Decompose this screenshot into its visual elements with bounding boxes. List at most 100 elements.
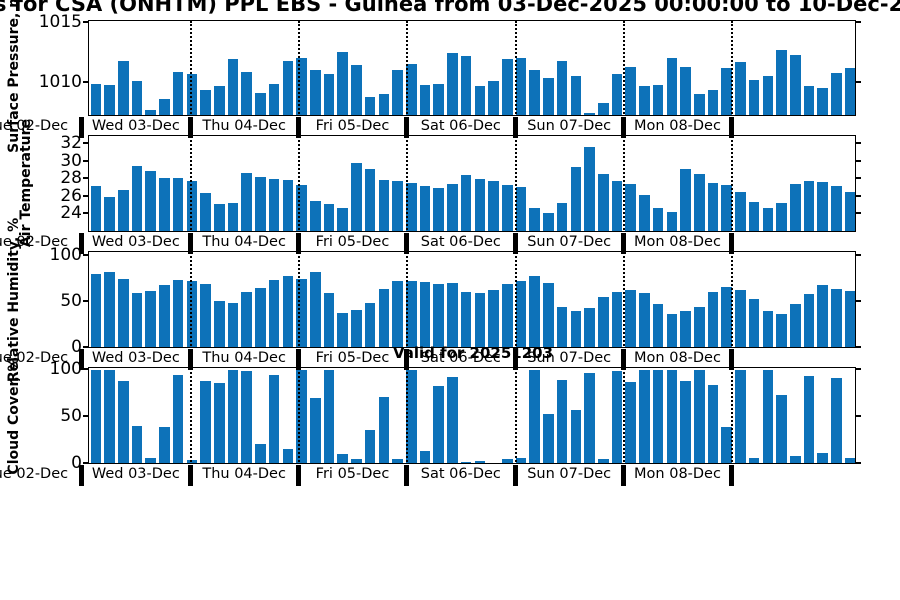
bar (584, 307, 595, 347)
valid-for-label: Valid for 20251203 (392, 344, 554, 362)
bar (515, 281, 527, 347)
day-separator-tick (187, 233, 193, 254)
bar (460, 462, 472, 463)
day-separator-tick (404, 117, 410, 138)
bar (145, 458, 157, 463)
bar (433, 284, 445, 347)
bar (131, 293, 143, 347)
y-tick-mark (856, 299, 861, 302)
x-tick-label: Tue 02-Dec (0, 466, 69, 482)
y-tick-mark (856, 80, 861, 83)
bar (392, 180, 403, 231)
bar (597, 174, 609, 231)
day-boundary-line (514, 21, 517, 114)
bar (323, 204, 335, 231)
y-tick-label: 50 (60, 405, 82, 426)
bar (241, 370, 253, 463)
bar (447, 53, 458, 115)
bar (447, 184, 458, 231)
y-tick-mark (856, 254, 861, 257)
bar (639, 369, 650, 463)
y-tick-mark (83, 345, 88, 348)
bar (433, 188, 445, 231)
bar (241, 172, 253, 231)
bar (419, 282, 431, 347)
bar (597, 296, 609, 347)
bar (762, 208, 774, 231)
bar (90, 83, 102, 115)
bar (680, 66, 691, 115)
bar (789, 54, 801, 115)
bar (584, 146, 595, 231)
day-boundary-line (514, 368, 517, 462)
y-tick-mark (83, 368, 88, 371)
bar (735, 369, 746, 463)
day-boundary-line (406, 252, 409, 346)
bar (584, 372, 595, 463)
bar (735, 191, 746, 231)
bar (227, 59, 239, 115)
y-tick-label: 24 (60, 203, 82, 224)
bar (844, 191, 856, 231)
bar (104, 197, 115, 231)
y-tick-mark (83, 80, 88, 83)
bar (625, 184, 637, 231)
day-separator-tick (404, 233, 410, 254)
bar (803, 294, 815, 347)
bar (104, 84, 115, 115)
day-separator-tick (295, 349, 301, 370)
x-tick-label: Fri 05-Dec (315, 118, 390, 134)
day-boundary-line (406, 21, 409, 114)
bar (282, 60, 294, 115)
bar (392, 459, 403, 463)
bar (282, 275, 294, 347)
y-tick-label: 30 (60, 150, 82, 171)
bar (433, 385, 445, 463)
bar (145, 110, 157, 115)
bar (844, 67, 856, 115)
bar (282, 179, 294, 231)
bar (529, 369, 541, 463)
bar (364, 430, 376, 463)
bar (131, 81, 143, 115)
bar (556, 306, 568, 347)
y-tick-mark (83, 159, 88, 162)
bar (378, 288, 390, 347)
bar (323, 73, 335, 115)
bar (652, 369, 664, 463)
x-tick-label: Mon 08-Dec (634, 350, 721, 366)
y-tick-label: 32 (60, 133, 82, 154)
y-tick-mark (856, 142, 861, 145)
x-tick-label: Thu 04-Dec (202, 466, 286, 482)
x-axis-row: Tue 02-Dec Wed 03-Dec Thu 04-Dec Fri 05-Dec… (0, 117, 900, 138)
bar (200, 192, 211, 231)
y-tick-mark (83, 254, 88, 257)
day-boundary-line (514, 252, 517, 346)
bar (625, 290, 637, 347)
bar (186, 73, 198, 115)
bar (570, 166, 582, 231)
x-tick-label: Sat 06-Dec (420, 466, 501, 482)
bar (776, 314, 787, 347)
bar (323, 369, 335, 463)
bar (762, 76, 774, 115)
y-tick-label: 0 (71, 336, 82, 357)
day-separator-tick (620, 349, 626, 370)
bar (337, 313, 349, 347)
day-boundary-line (297, 136, 300, 230)
day-separator-tick (404, 349, 410, 370)
x-tick-label: Tue 02-Dec (0, 234, 69, 250)
bar (186, 281, 198, 347)
bar (666, 58, 678, 115)
bar (515, 58, 527, 115)
day-separator-tick (79, 465, 85, 486)
x-tick-label: Thu 04-Dec (202, 350, 286, 366)
bar (776, 49, 787, 115)
day-separator-tick (187, 465, 193, 486)
bar (789, 455, 801, 463)
day-boundary-line (622, 136, 625, 230)
y-tick-mark (83, 20, 88, 23)
y-tick-mark (856, 177, 861, 180)
bar (748, 298, 760, 347)
